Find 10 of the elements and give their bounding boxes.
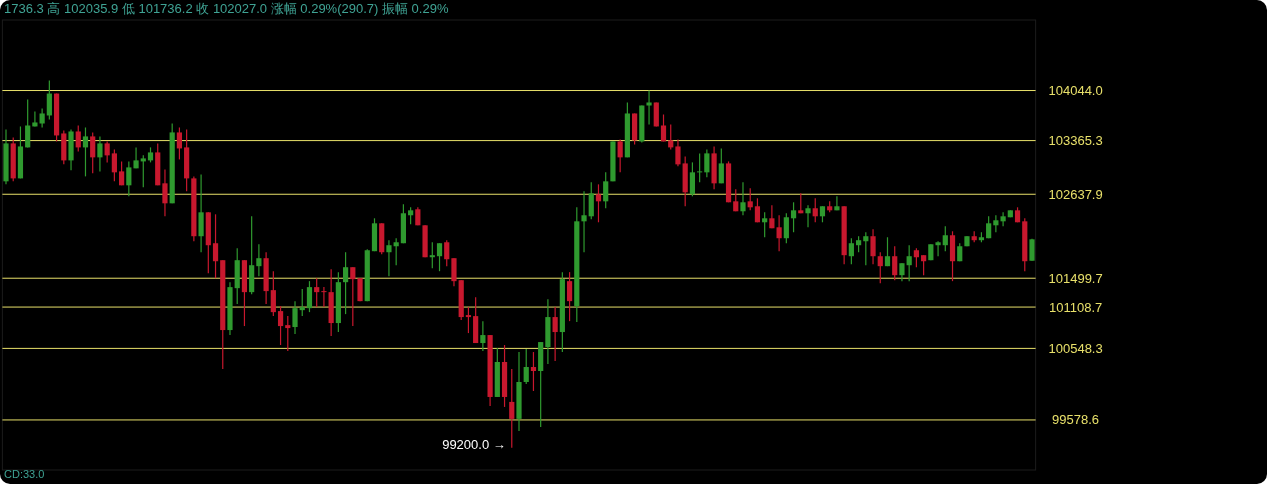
y-tick-label: 100548.3 <box>1048 340 1103 356</box>
annotation: 99200.0 → <box>442 436 506 452</box>
y-tick-label: 102637.9 <box>1048 186 1103 202</box>
y-tick-label: 101499.7 <box>1048 270 1103 286</box>
annotation: CD:33.0 <box>4 468 45 480</box>
y-tick-label: 103365.3 <box>1048 133 1103 149</box>
y-tick-label: 101108.7 <box>1048 299 1103 315</box>
y-tick-label: 104044.0 <box>1048 83 1103 99</box>
title: 1736.3 高 102035.9 低 101736.2 收 102027.0 涨幅 0.29%(290.7) 振幅 0.29% <box>4 1 449 16</box>
y-tick-label: 99578.6 <box>1052 412 1100 428</box>
